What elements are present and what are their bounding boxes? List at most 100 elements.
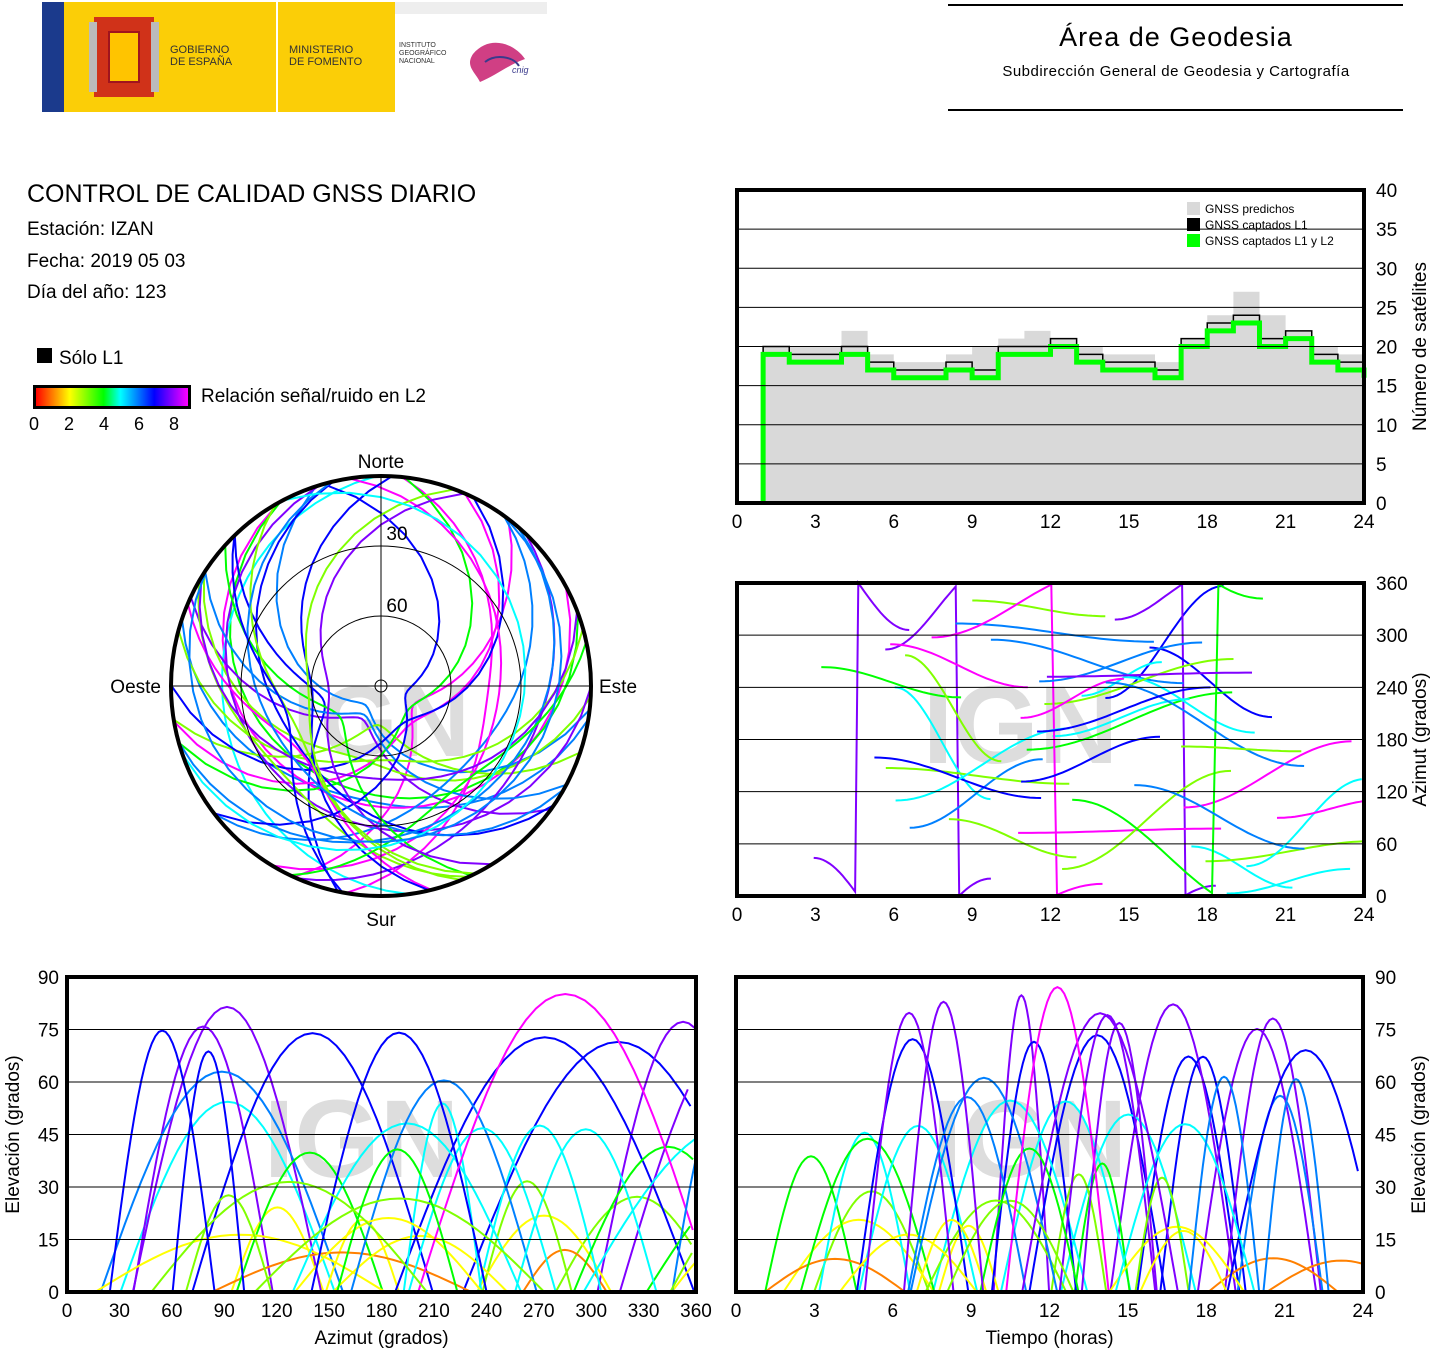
elev-time-track [1187, 1075, 1261, 1293]
sky-track [213, 483, 441, 826]
elev-time-track [764, 1257, 906, 1293]
sky-track [198, 576, 579, 781]
x-tick-label: 330 [628, 1301, 660, 1322]
elev-az-track [235, 1151, 384, 1293]
elev-az-track [254, 1197, 546, 1293]
y-tick-label: 30 [1376, 259, 1397, 280]
elev-time-track [764, 1155, 858, 1293]
elev-az-track [310, 1031, 488, 1293]
sky-track [231, 535, 344, 894]
area-subtitle: Subdirección General de Geodesia y Carto… [1002, 63, 1350, 80]
elev-time-track [946, 1199, 1075, 1293]
station-text: Estación: IZAN [27, 219, 154, 240]
elev-time-track [1114, 1123, 1256, 1293]
x-tick-label: 0 [62, 1301, 73, 1322]
x-tick-label: 120 [261, 1301, 293, 1322]
solo-l1-label: Sólo L1 [59, 348, 124, 369]
y-tick-label: 90 [1375, 968, 1396, 989]
azimuth-track [895, 727, 1070, 802]
elev-time-track [782, 1218, 935, 1293]
sky-track [173, 492, 501, 785]
elev-time-track [979, 1147, 1080, 1293]
elev-az-track [417, 992, 694, 1293]
elev-time-track [1223, 1017, 1322, 1293]
skyplot-frame [169, 474, 593, 898]
x-tick-label: 6 [888, 512, 899, 533]
elev-az-track [582, 1137, 697, 1293]
elev-time-track [932, 1099, 1089, 1293]
x-tick-label: 300 [575, 1301, 607, 1322]
y-tick-label: 60 [1376, 835, 1397, 856]
azimuth-track [890, 643, 1028, 689]
x-tick-label: 12 [1040, 512, 1061, 533]
sky-track [224, 484, 592, 833]
elev-time-track [1159, 1055, 1247, 1293]
azimuth-track [1246, 778, 1362, 868]
elev-time-track [999, 1100, 1132, 1293]
elev-az-track [191, 1032, 434, 1293]
y-tick-label: 25 [1376, 298, 1397, 319]
elev-time-track [1005, 985, 1110, 1293]
west-label: Oeste [110, 677, 161, 698]
elev-az-track [99, 1070, 344, 1293]
elev-az-track [324, 1218, 400, 1293]
coat-of-arms-icon [89, 17, 159, 97]
elev-az-track [131, 1005, 323, 1293]
elev-time-track [1108, 1225, 1245, 1293]
plot-frame [735, 581, 1366, 898]
azimuth-track [1037, 686, 1211, 733]
sky-track [249, 504, 462, 881]
ministerio-logo [278, 2, 395, 112]
elev-az-track [554, 1195, 693, 1293]
elev-az-track [211, 1251, 472, 1293]
ign-logo [395, 2, 547, 112]
sky-track [214, 515, 534, 841]
y-axis-label: Azimut (grados) [1410, 672, 1431, 806]
elev-time-track [1136, 1055, 1241, 1293]
y-tick-label: 30 [38, 1178, 59, 1199]
y-tick-label: 0 [1376, 887, 1387, 908]
x-tick-label: 180 [366, 1301, 398, 1322]
elev-az-track [132, 1025, 274, 1293]
elev-az-track [669, 1252, 693, 1293]
x-tick-label: 3 [810, 512, 821, 533]
azimuth-track [990, 638, 1184, 685]
x-tick-label: 90 [214, 1301, 235, 1322]
elev-az-track [294, 1216, 483, 1293]
y-tick-label: 300 [1376, 626, 1408, 647]
legend-swatch-0 [1187, 202, 1200, 215]
y-tick-label: 45 [1375, 1126, 1396, 1147]
cnig-text: cnig [512, 65, 529, 75]
azimuth-track [1105, 584, 1224, 699]
elev-time-track [1236, 1094, 1324, 1293]
x-tick-label: 21 [1275, 512, 1296, 533]
y-tick-label: 45 [38, 1126, 59, 1147]
snr-tick-2: 2 [64, 414, 75, 434]
azimuth-track [1046, 671, 1252, 678]
elev-az-track [671, 1159, 697, 1293]
elev-time-track [1058, 1013, 1157, 1293]
elev-az-track [150, 1180, 428, 1293]
elev-time-track [799, 1137, 936, 1293]
snr-label: Relación señal/ruido en L2 [201, 386, 426, 407]
series-area-0 [763, 291, 1364, 503]
legend-label-0: GNSS predichos [1205, 202, 1294, 216]
x-axis-label: Azimut (grados) [314, 1328, 448, 1349]
azimuth-track [1072, 582, 1263, 896]
header-rule-bottom [948, 109, 1403, 111]
elev-az-track [108, 1029, 216, 1293]
azimuth-track [813, 579, 910, 895]
east-label: Este [599, 677, 637, 698]
elev-az-track [522, 1248, 608, 1293]
sky-track [300, 475, 430, 892]
solo-l1-swatch [37, 348, 52, 363]
x-tick-label: 6 [887, 1301, 898, 1322]
y-tick-label: 30 [1375, 1178, 1396, 1199]
snr-tick-8: 8 [169, 414, 180, 434]
ring-label-60: 60 [386, 596, 407, 617]
azimuth-track [1026, 691, 1233, 751]
instituto-text: INSTITUTO GEOGRÁFICO NACIONAL [399, 42, 447, 65]
legend-swatch-1 [1187, 218, 1200, 231]
azimuth-track [1181, 745, 1302, 753]
azimuth-track [1062, 769, 1232, 870]
